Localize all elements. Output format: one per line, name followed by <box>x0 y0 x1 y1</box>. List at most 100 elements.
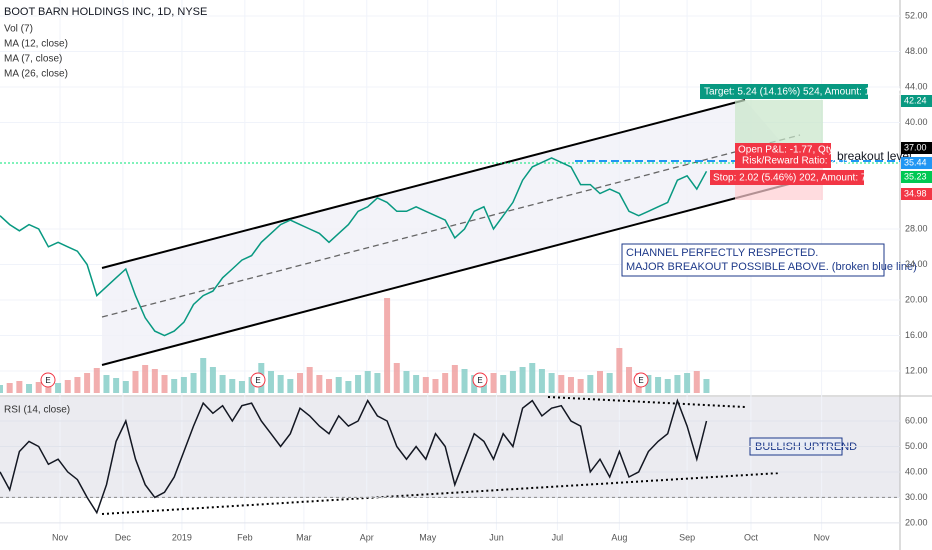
price-badge <box>901 157 932 169</box>
y-tick-label: 60.00 <box>905 415 928 425</box>
x-tick-label: Mar <box>296 532 312 542</box>
volume-bar <box>587 375 594 393</box>
x-tick-label: Jul <box>552 532 564 542</box>
volume-bar <box>461 369 468 393</box>
channel-fill <box>102 100 812 365</box>
volume-bar <box>229 379 236 393</box>
earnings-markers: E E E E <box>40 372 649 388</box>
price-badge-label: 37.00 <box>904 142 927 152</box>
volume-bar <box>664 379 671 393</box>
earnings-icon <box>633 372 649 388</box>
target-box <box>700 84 868 99</box>
volume-bar <box>113 378 120 393</box>
legend-entry: Vol (7) <box>4 24 33 35</box>
x-tick-label: May <box>419 532 437 542</box>
x-tick-label: Nov <box>52 532 69 542</box>
volume-bar <box>626 367 633 393</box>
note-text: CHANNEL PERFECTLY RESPECTED. <box>626 247 818 259</box>
volume-bar <box>16 381 23 393</box>
volume-bar <box>413 375 420 393</box>
y-tick-label: 20.00 <box>905 294 928 304</box>
y-tick-label: 16.00 <box>905 330 928 340</box>
legend-entry: MA (7, close) <box>4 54 62 65</box>
volume-bar <box>161 375 168 393</box>
y-tick-label: 24.00 <box>905 259 928 269</box>
volume-bar <box>316 375 323 393</box>
volume-bar <box>674 375 681 393</box>
volume-bar <box>238 381 245 393</box>
volume-bar <box>142 365 149 393</box>
volume-bar <box>442 373 449 393</box>
stop-box <box>710 170 864 185</box>
y-tick-label: 44.00 <box>905 81 928 91</box>
volume-bar <box>355 375 362 393</box>
x-tick-label: Oct <box>744 532 759 542</box>
volume-bar <box>326 379 333 393</box>
volume-bar <box>64 380 71 393</box>
volume-bar <box>345 381 352 393</box>
rr-text: Risk/Reward Ratio: 2.59 <box>742 156 850 167</box>
price-badge <box>901 95 932 107</box>
legend-entry: MA (12, close) <box>4 39 68 50</box>
volume-bar <box>693 371 700 393</box>
volume-bar <box>35 382 42 393</box>
volume-bar <box>0 385 3 393</box>
volume-bar <box>597 371 603 393</box>
volume-bar <box>277 375 284 393</box>
rsi-title: RSI (14, close) <box>4 405 70 416</box>
volume-bar <box>287 379 294 393</box>
volume-bar <box>93 368 100 393</box>
pnl-box <box>735 143 831 168</box>
earnings-label: E <box>255 376 260 385</box>
volume-bar <box>219 375 226 393</box>
volume-bar <box>151 369 158 393</box>
x-tick-label: Dec <box>115 532 132 542</box>
price-badge-label: 42.24 <box>904 95 927 105</box>
x-tick-label: Sep <box>679 532 695 542</box>
earnings-label: E <box>638 376 643 385</box>
volume-bar <box>200 358 207 393</box>
volume-bar <box>84 373 91 393</box>
y-tick-label: 12.00 <box>905 365 928 375</box>
volume-bar <box>558 375 565 393</box>
volume-bar <box>248 377 255 393</box>
earnings-label: E <box>477 376 482 385</box>
volume-bar <box>422 377 429 393</box>
pnl-text: Open P&L: -1.77, Qty: 123 <box>738 145 856 156</box>
volume-bar <box>403 371 410 393</box>
y-tick-label: 30.00 <box>905 492 928 502</box>
volume-bar <box>171 379 178 393</box>
y-tick-label: 48.00 <box>905 46 928 56</box>
x-tick-label: Nov <box>814 532 831 542</box>
volume-bar <box>26 384 33 393</box>
x-tick-label: Apr <box>360 532 374 542</box>
volume-bar <box>703 379 710 393</box>
volume-bar <box>490 373 497 393</box>
rsi-support <box>101 472 781 515</box>
volume-bar <box>500 375 507 393</box>
channel-bottom <box>101 177 813 366</box>
volume-bar <box>335 377 342 393</box>
note-box <box>621 243 885 277</box>
volume-bar <box>519 367 526 393</box>
stop-text: Stop: 2.02 (5.46%) 202, Amount: 751.54 <box>713 173 892 184</box>
earnings-icon <box>472 372 488 388</box>
x-tick-label: Aug <box>611 532 627 542</box>
volume-bar <box>529 363 536 393</box>
channel-mid <box>101 134 801 318</box>
volume-bar <box>432 379 439 393</box>
rsi-line <box>0 398 708 515</box>
y-tick-label: 50.00 <box>905 441 928 451</box>
volume-bar <box>364 371 371 393</box>
chart-title: BOOT BARN HOLDINGS INC, 1D, NYSE <box>4 6 207 18</box>
y-tick-label: 40.00 <box>905 466 928 476</box>
volume-bar <box>122 381 129 393</box>
volume-bar <box>655 377 662 393</box>
volume-bar <box>393 363 400 393</box>
volume-bar <box>548 373 555 393</box>
x-tick-label: 2019 <box>172 532 192 542</box>
volume-bar <box>6 383 13 393</box>
volume-bar <box>267 371 274 393</box>
volume-bar <box>567 377 574 393</box>
